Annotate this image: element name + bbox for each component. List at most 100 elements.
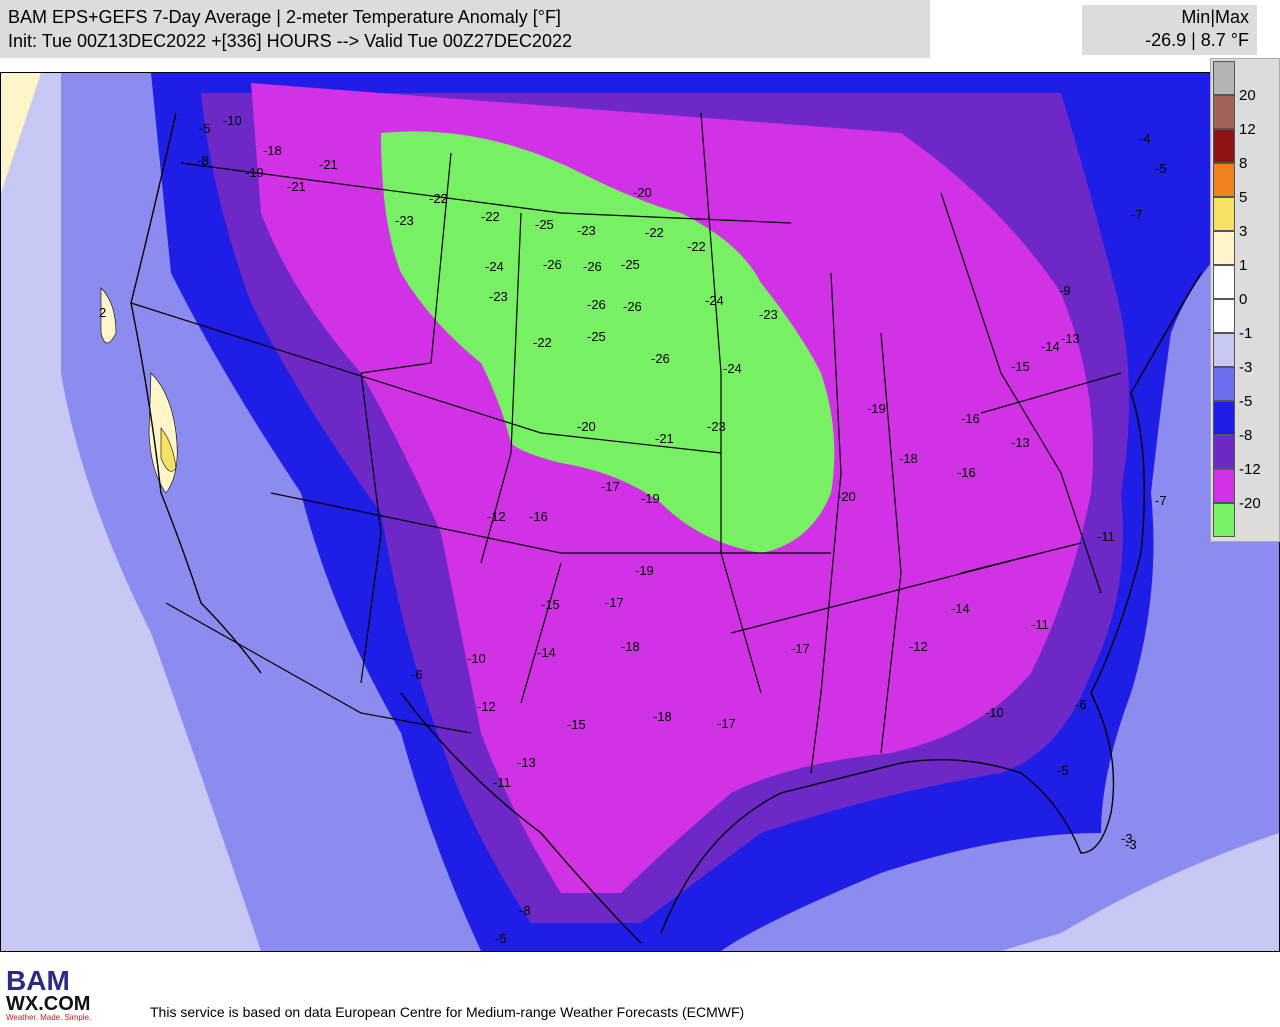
map-header: BAM EPS+GEFS 7-Day Average | 2-meter Tem… [0,0,930,58]
contour-label: -13 [1011,435,1030,450]
legend-swatch [1213,435,1235,469]
contour-label: -24 [485,259,504,274]
minmax-title: Min|Max [1181,7,1249,27]
contour-label: -22 [533,335,552,350]
warm-pocket-north [100,287,117,344]
contour-label: -22 [687,239,706,254]
legend-swatch [1213,299,1235,333]
legend-swatch [1213,95,1235,129]
contour-label: -23 [759,307,778,322]
map-title: BAM EPS+GEFS 7-Day Average | 2-meter Tem… [8,7,561,27]
contour-label: -25 [587,329,606,344]
contour-label: -17 [791,641,810,656]
contour-label: -23 [395,213,414,228]
logo-main-text: BAM [6,965,70,996]
contour-label: -25 [621,257,640,272]
contour-label: -21 [287,179,306,194]
contour-label: -26 [587,297,606,312]
state-borders [130,112,1122,774]
legend-label: -1 [1239,325,1253,342]
contour-label: -6 [1075,697,1087,712]
legend-swatch [1213,163,1235,197]
legend-label: 12 [1239,121,1256,138]
legend-swatch [1213,129,1235,163]
contour-label: -3 [1121,831,1133,846]
contour-label: -22 [645,225,664,240]
contour-labels: -5 -10 -8 -18 -19 -21 -21 -22 -23 -22 -2… [99,113,1221,946]
contour-label: -21 [319,157,338,172]
legend-swatch [1213,367,1235,401]
contour-label: -21 [655,431,674,446]
legend-swatch [1213,61,1235,95]
contour-label: -7 [1131,207,1143,222]
contour-label: -18 [263,143,282,158]
contour-label: -24 [705,293,724,308]
contour-label: -17 [601,479,620,494]
contour-label: -19 [635,563,654,578]
contour-label: -15 [567,717,586,732]
contour-label: -15 [1011,359,1030,374]
contour-label: -11 [1097,529,1115,544]
ecmwf-notice: This service is based on data European C… [150,1004,745,1020]
legend-swatch [1213,401,1235,435]
contour-label: -18 [899,451,918,466]
contour-label: -6 [411,667,423,682]
contour-label: -14 [1041,339,1060,354]
contour-label: -13 [1061,331,1080,346]
legend-label: 8 [1239,155,1248,172]
contour-label: 2 [99,305,106,320]
contour-label: -11 [493,775,511,790]
contour-label: -17 [717,716,736,731]
legend-label: 20 [1239,87,1256,104]
legend-label: 1 [1239,257,1248,274]
contour-label: -12 [909,639,928,654]
contour-label: -3 [1125,837,1137,852]
contour-label: -26 [651,351,670,366]
legend-label: -8 [1239,427,1253,444]
contour-label: -23 [489,289,508,304]
color-legend: 20 12 8 5 3 1 0 -1 -3 -5 -8 -12 -20 [1210,58,1280,542]
contour-label: -22 [481,209,500,224]
legend-swatch [1213,231,1235,265]
contour-label: -10 [467,651,486,666]
contour-label: -12 [477,699,496,714]
contour-label: -8 [519,903,531,918]
minmax-box: Min|Max -26.9 | 8.7 °F [1082,5,1257,55]
contour-label: -5 [1155,161,1167,176]
legend-label: 3 [1239,223,1248,240]
contour-label: -22 [429,191,448,206]
map-init-valid: Init: Tue 00Z13DEC2022 +[336] HOURS --> … [8,31,572,51]
contour-label: -10 [985,705,1004,720]
contour-label: -12 [487,509,506,524]
legend-label: -5 [1239,393,1253,410]
contour-label: -5 [1057,763,1069,778]
map-canvas: -5 -10 -8 -18 -19 -21 -21 -22 -23 -22 -2… [1,73,1279,951]
legend-swatch [1213,197,1235,231]
contour-label: -5 [199,121,211,136]
legend-label: -20 [1239,495,1261,512]
contour-label: -8 [197,153,209,168]
contour-label: -19 [641,491,660,506]
legend-swatch [1213,503,1235,537]
contour-label: -18 [621,639,640,654]
legend-label: 5 [1239,189,1248,206]
legend-swatch [1213,265,1235,299]
contour-label: -11 [1031,617,1049,632]
contour-label: -24 [723,361,742,376]
contour-label: -26 [543,257,562,272]
contour-label: -7 [1155,493,1167,508]
contour-label: -25 [535,217,554,232]
contour-label: -4 [1139,131,1151,146]
contour-label: -15 [541,597,560,612]
contour-label: -17 [605,595,624,610]
contour-label: -19 [245,165,264,180]
contour-label: -26 [623,299,642,314]
contour-label: -26 [583,259,602,274]
anomaly-map: -5 -10 -8 -18 -19 -21 -21 -22 -23 -22 -2… [0,72,1280,952]
legend-label: -12 [1239,461,1261,478]
contour-label: -13 [517,755,536,770]
contour-label: -23 [707,419,726,434]
contour-label: -20 [837,489,856,504]
coastlines [130,112,1202,944]
bamwx-logo: BAM WX.COM Weather. Made. Simple. [2,962,122,1022]
